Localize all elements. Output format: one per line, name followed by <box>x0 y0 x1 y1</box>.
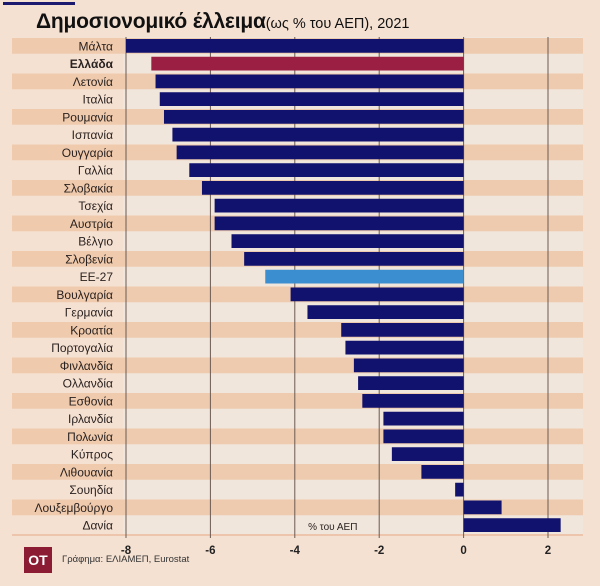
bar-4 <box>163 110 464 124</box>
category-label: Τσεχία <box>78 199 113 213</box>
category-label: Μάλτα <box>79 39 114 53</box>
category-label: Κροατία <box>70 323 113 337</box>
bar-16 <box>341 323 464 337</box>
bar-12 <box>244 252 464 266</box>
top-accent-rule <box>3 2 75 5</box>
category-label: Ιρλανδία <box>68 412 113 426</box>
bar-5 <box>172 127 464 142</box>
x-tick-label: -2 <box>374 545 384 557</box>
x-tick-label: -6 <box>205 545 215 557</box>
bar-19 <box>358 376 464 390</box>
category-label: Ρουμανία <box>62 110 113 124</box>
category-label: Πορτογαλία <box>51 341 113 355</box>
x-tick-label: 2 <box>545 545 551 557</box>
category-label: Δανία <box>82 519 113 533</box>
category-label: Γερμανία <box>65 306 113 320</box>
category-label: Λιθουανία <box>60 465 113 479</box>
bar-17 <box>345 340 464 355</box>
category-label: Λουξεμβούργο <box>34 501 113 515</box>
bar-9 <box>214 198 464 213</box>
bar-24 <box>421 465 464 479</box>
publisher-logo: ΟΤ <box>24 547 52 573</box>
bar-8 <box>201 181 464 195</box>
bar-10 <box>214 216 464 231</box>
bar-15 <box>307 305 464 319</box>
category-label: Κύπρος <box>71 448 113 462</box>
bar-14 <box>290 287 464 302</box>
bar-20 <box>362 394 464 408</box>
bar-26 <box>463 500 502 515</box>
chart-title-sub: (ως % του ΑΕΠ), 2021 <box>265 16 410 32</box>
bar-18 <box>353 358 464 373</box>
category-label: Φινλανδία <box>60 359 113 373</box>
category-label: Ελλάδα <box>70 57 114 71</box>
bar-3 <box>159 92 464 106</box>
row-stripe <box>12 499 583 516</box>
bar-2 <box>155 74 464 89</box>
category-label: Σουηδία <box>69 483 113 497</box>
category-label: Λετονία <box>73 75 113 89</box>
bar-1 <box>151 56 464 71</box>
bar-25 <box>455 482 464 497</box>
category-label: Βέλγιο <box>78 235 113 249</box>
category-label: Πολωνία <box>67 430 113 444</box>
category-label: Γαλλία <box>78 164 113 178</box>
bar-11 <box>231 234 464 248</box>
chart-title: Δημοσιονομικό έλλειμα(ως % του ΑΕΠ), 202… <box>36 10 409 34</box>
source-note: Γράφημα: ΕΛΙΑΜΕΠ, Eurostat <box>62 554 190 565</box>
category-label: Σλοβακία <box>64 181 113 195</box>
x-axis-label: % του ΑΕΠ <box>308 522 357 533</box>
bar-22 <box>383 429 464 444</box>
chart-title-main: Δημοσιονομικό έλλειμα <box>36 10 266 33</box>
x-tick-label: -4 <box>290 545 301 557</box>
category-label: Αυστρία <box>70 217 113 231</box>
category-label: Ιταλία <box>83 93 114 107</box>
x-tick-label: -8 <box>121 545 132 557</box>
category-label: Σλοβενία <box>65 252 113 266</box>
category-label: Ουγγαρία <box>62 146 113 160</box>
category-label: ΕΕ-27 <box>80 270 114 284</box>
bar-7 <box>189 163 464 177</box>
category-label: Εσθονία <box>69 394 113 408</box>
bar-6 <box>176 145 464 160</box>
bar-23 <box>391 447 464 461</box>
bar-27 <box>463 518 561 532</box>
bar-13 <box>265 269 464 284</box>
x-tick-label: 0 <box>460 545 466 557</box>
bar-0 <box>126 39 464 53</box>
bar-21 <box>383 411 464 426</box>
category-label: Ολλανδία <box>63 377 113 391</box>
category-label: Βουλγαρία <box>56 288 113 302</box>
category-label: Ισπανία <box>72 128 113 142</box>
